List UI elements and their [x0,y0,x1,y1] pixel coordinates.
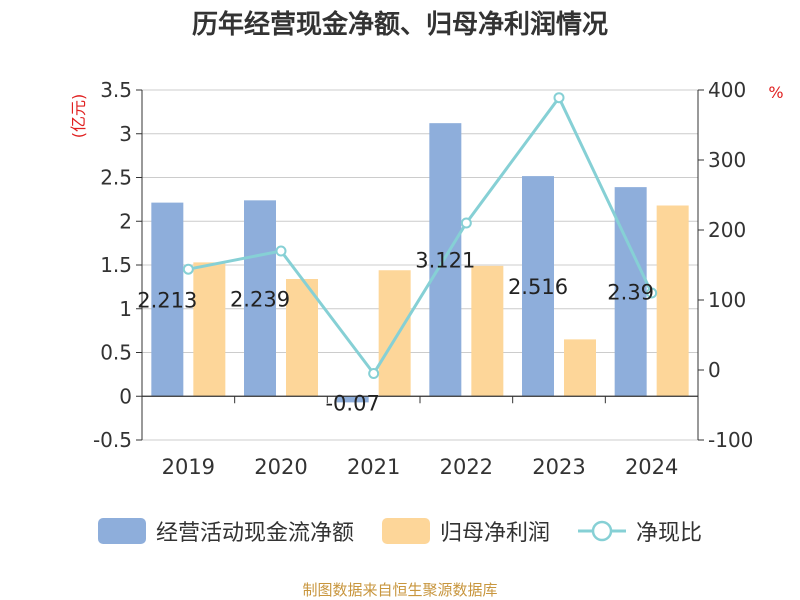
legend-swatch-cashflow [97,518,146,544]
ratio-point [275,245,287,257]
y-right-tick-label: -100 [708,428,753,452]
data-label-cashflow: 2.239 [230,287,290,311]
y-left-tick-label: 1 [119,297,132,321]
legend-item-profit[interactable]: 归母净利润 [381,515,550,547]
x-tick-label: 2021 [347,455,400,479]
data-label-cashflow: 2.213 [137,288,197,312]
chart-title: 历年经营现金净额、归母净利润情况 [191,10,608,40]
y-left-tick-label: 0.5 [100,341,132,365]
y-right-tick-label: 0 [708,358,721,382]
legend-item-ratio[interactable]: 净现比 [578,515,702,547]
bar-cashflow [336,396,369,403]
ratio-line-path [188,94,654,377]
data-label-cashflow: 2.516 [508,275,568,299]
bar-profit [564,339,596,397]
y-right-tick-label: 200 [708,218,746,242]
bar-profit [378,270,411,397]
ratio-point [182,263,194,275]
data-labels: 2.213 2.239 -0.07 3.121 2.516 2.39 [137,249,654,416]
axes: 3.5 3 2.5 2 1.5 1 0.5 0 -0.5 400 300 200 100 0 -100 (亿元… [69,78,784,479]
ratio-point [646,287,658,299]
bars [151,123,689,403]
y-right-tick-label: 400 [708,78,746,102]
bar-profit [286,279,318,397]
x-tick-label: 2023 [532,455,585,479]
bar-profit [656,205,689,397]
ratio-line [182,92,658,379]
bar-cashflow [614,187,647,397]
legend-label-profit: 归母净利润 [439,521,550,546]
bar-cashflow [151,202,184,397]
legend-swatch-profit [381,518,430,544]
data-label-cashflow: 3.121 [415,249,475,273]
x-tick-label: 2020 [254,455,307,479]
ratio-point [368,368,380,379]
legend-label-ratio: 净现比 [636,521,703,546]
y-left-tick-label: 2 [119,209,132,233]
y-right-tick-label: 300 [708,148,746,172]
y-left-tick-label: 3.5 [100,78,132,102]
y-left-tick-label: 1.5 [100,253,132,277]
y-right-unit-label: % [768,83,783,102]
y-left-tick-label: 2.5 [100,166,132,190]
y-left-tick-label: 0 [119,384,132,408]
bar-profit [471,265,504,397]
y-left-tick-label: -0.5 [93,428,132,452]
x-tick-label: 2024 [625,455,678,479]
bar-cashflow [244,200,276,397]
x-tick-label: 2022 [440,455,493,479]
legend-swatch-ratio [578,520,626,542]
data-source: 制图数据来自恒生聚源数据库 [302,581,498,599]
x-tick-label: 2019 [162,455,215,479]
data-label-cashflow: 2.39 [607,281,654,305]
y-left-tick-label: 3 [119,122,132,146]
ratio-point [553,92,565,104]
y-left-unit-label: (亿元) [69,94,88,139]
y-right-tick-label: 100 [708,288,746,312]
legend-item-cashflow[interactable]: 经营活动现金流净额 [97,515,354,547]
bar-profit [193,262,226,397]
data-label-cashflow: -0.07 [325,391,379,415]
bar-cashflow [522,176,554,397]
legend: 经营活动现金流净额 归母净利润 净现比 [0,515,800,547]
legend-label-cashflow: 经营活动现金流净额 [155,521,354,546]
ratio-point [460,217,472,229]
